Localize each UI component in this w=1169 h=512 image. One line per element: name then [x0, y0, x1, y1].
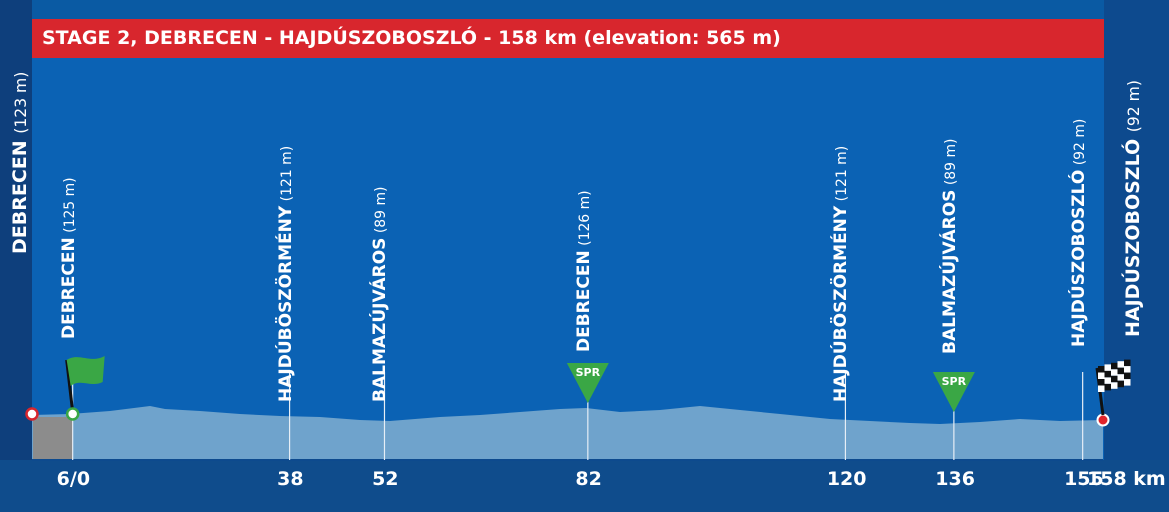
plot-area — [32, 58, 1104, 460]
sprint-marker-label: SPR — [942, 375, 967, 388]
start-flag-icon — [66, 356, 105, 386]
waypoint-label: HAJDÚSZOBOSZLÓ (92 m) — [1069, 119, 1089, 347]
finish-flag-icon — [1117, 367, 1124, 375]
waypoint-name: BALMAZÚJVÁROS — [939, 189, 960, 354]
sprint-marker-label: SPR — [576, 366, 601, 379]
km-label: 38 — [277, 468, 304, 490]
finish-flag-icon — [1117, 374, 1124, 381]
km-label: 52 — [372, 468, 399, 490]
finish-flag-icon — [1098, 372, 1105, 379]
waypoint-elevation: (89 m) — [942, 138, 959, 190]
waypoint-elevation: (92 m) — [1071, 118, 1088, 170]
neutral-zone — [33, 417, 73, 460]
waypoint-elevation: (121 m) — [834, 145, 851, 206]
km-label: 6/0 — [56, 468, 91, 490]
waypoint-elevation: (89 m) — [373, 186, 390, 238]
start-town-label: DEBRECEN (123 m) — [9, 72, 31, 254]
elevation-profile-fill — [32, 406, 1103, 460]
finish-town-label: HAJDÚSZOBOSZLÓ (92 m) — [1122, 80, 1144, 337]
finish-flag-icon — [1124, 359, 1131, 367]
finish-flag-icon — [1117, 380, 1124, 388]
finish-flag-icon — [1124, 379, 1131, 386]
waypoint-label: HAJDÚBÖSZÖRMÉNY (121 m) — [831, 146, 851, 402]
right-band — [1104, 0, 1169, 512]
km-axis-band — [0, 460, 1169, 512]
finish-town-name: HAJDÚSZOBOSZLÓ — [1122, 138, 1144, 337]
finish-flag-icon — [1124, 366, 1131, 373]
waypoint-label: BALMAZÚJVÁROS (89 m) — [370, 187, 390, 402]
finish-marker-icon — [1096, 413, 1110, 427]
finish-flag-icon — [1124, 372, 1131, 380]
waypoint-name: DEBRECEN — [573, 250, 594, 352]
finish-flag-icon — [1111, 369, 1118, 376]
finish-town-elevation: (92 m) — [1125, 80, 1143, 133]
waypoint-label: DEBRECEN (126 m) — [574, 190, 594, 352]
finish-flag-icon — [1104, 383, 1111, 391]
waypoint-elevation: (126 m) — [576, 190, 593, 251]
waypoint-name: DEBRECEN — [58, 237, 79, 339]
finish-flag-icon — [1111, 382, 1118, 389]
waypoint-name: HAJDÚSZOBOSZLÓ — [1068, 169, 1089, 347]
waypoint-label: DEBRECEN (125 m) — [59, 177, 79, 339]
start-flag-pole — [65, 359, 75, 413]
waypoint-name: HAJDÚBÖSZÖRMÉNY — [831, 205, 852, 402]
finish-flag-icon — [1111, 362, 1118, 370]
km-label: 155 — [1064, 468, 1104, 490]
waypoint-label: BALMAZÚJVÁROS (89 m) — [940, 139, 960, 354]
start-circle-icon — [65, 407, 80, 421]
sprint-marker-icon — [566, 363, 609, 403]
finish-flag-icon — [1098, 366, 1105, 373]
km-label-end: 158 km — [1087, 468, 1166, 490]
start-marker-icon — [25, 407, 39, 421]
sprint-marker-icon — [932, 372, 975, 412]
waypoint-name: HAJDÚBÖSZÖRMÉNY — [275, 205, 296, 402]
finish-flag-icon — [1104, 370, 1111, 378]
finish-flag-icon — [1098, 379, 1105, 386]
finish-flag-icon — [1111, 375, 1118, 383]
km-label: 120 — [826, 468, 867, 490]
start-town-elevation: (123 m) — [12, 71, 30, 134]
km-label: 136 — [935, 468, 975, 490]
waypoint-elevation: (125 m) — [61, 177, 78, 238]
km-label: 82 — [575, 468, 602, 490]
finish-flag-icon — [1098, 385, 1105, 392]
stage-title: STAGE 2, DEBRECEN - HAJDÚSZOBOSZLÓ - 158… — [32, 19, 1104, 58]
finish-flag-icon — [1117, 361, 1124, 368]
left-band — [0, 0, 32, 512]
finish-flag-icon — [1104, 364, 1111, 371]
waypoint-name: BALMAZÚJVÁROS — [370, 237, 391, 402]
waypoint-elevation: (121 m) — [278, 145, 295, 206]
start-town-name: DEBRECEN — [9, 140, 31, 254]
waypoint-label: HAJDÚBÖSZÖRMÉNY (121 m) — [276, 146, 296, 402]
finish-flag-icon — [1104, 377, 1111, 384]
